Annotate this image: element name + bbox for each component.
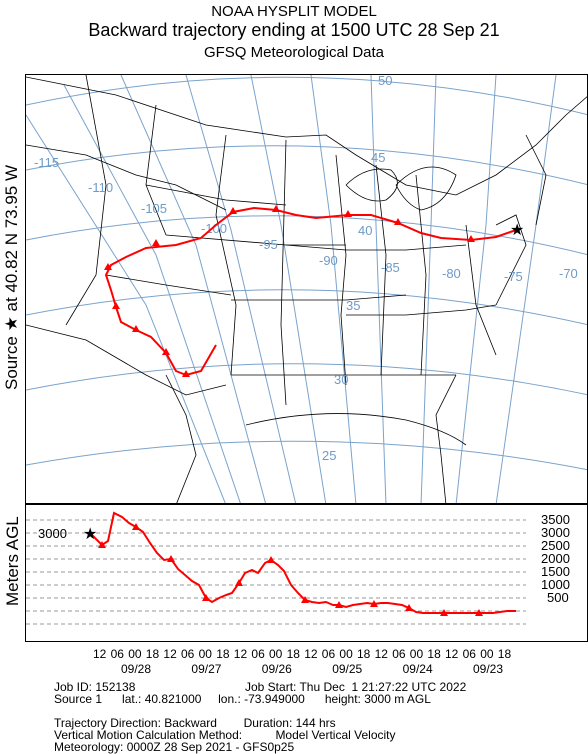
hour-label: 00 <box>480 647 494 661</box>
hour-label: 06 <box>251 647 265 661</box>
star-icon: ★ <box>510 222 524 239</box>
hour-label: 12 <box>445 647 459 661</box>
hour-label: 00 <box>128 647 142 661</box>
date-label: 09/26 <box>262 662 292 676</box>
level-label-2500: 2500 <box>541 538 570 553</box>
hour-label: 06 <box>463 647 477 661</box>
level-label-2000: 2000 <box>541 551 570 566</box>
trajectory-markers <box>104 205 475 377</box>
hour-label: 18 <box>146 647 160 661</box>
trajectory-map: -115 -110 -105 -100 -95 -90 -85 -80 -75 … <box>25 74 588 504</box>
lat-label-40: 40 <box>358 223 372 238</box>
meteorology-title: GFSQ Meteorological Data <box>203 44 385 61</box>
altitude-axis-label: Meters AGL <box>3 516 22 606</box>
lon-label-85: -85 <box>381 260 400 275</box>
lon-label-80: -80 <box>442 266 461 281</box>
lon-label-90: -90 <box>319 253 338 268</box>
lon-label-110: -110 <box>88 180 113 195</box>
source-info: Source 1 lat.: 40.821000 lon.: -73.94900… <box>54 692 431 706</box>
hour-label: 18 <box>216 647 230 661</box>
hour-label: 06 <box>181 647 195 661</box>
political-boundaries <box>26 75 587 503</box>
date-label: 09/27 <box>191 662 221 676</box>
trajectory-direction: Trajectory Direction: Backward Duration:… <box>54 716 336 730</box>
level-label-500: 500 <box>547 590 569 605</box>
date-label: 09/24 <box>403 662 433 676</box>
map-canvas: -115 -110 -105 -100 -95 -90 -85 -80 -75 … <box>26 75 587 503</box>
hour-label: 18 <box>287 647 301 661</box>
level-label-1500: 1500 <box>541 564 570 579</box>
lat-label-25: 25 <box>322 448 336 463</box>
hour-label: 18 <box>427 647 441 661</box>
level-label-3000: 3000 <box>541 525 570 540</box>
lat-label-30: 30 <box>334 372 348 387</box>
lon-label-115: -115 <box>34 155 59 170</box>
altitude-canvas: 3500 3000 2500 2000 1500 1000 500 3000 ★ <box>26 511 570 625</box>
altitude-profile: 3500 3000 2500 2000 1500 1000 500 3000 ★ <box>25 504 588 642</box>
altitude-trace <box>90 511 516 614</box>
date-label: 09/28 <box>121 662 151 676</box>
job-id: Job ID: 152138 <box>54 680 136 694</box>
date-label: 09/25 <box>332 662 362 676</box>
trajectory-title: Backward trajectory ending at 1500 UTC 2… <box>88 20 500 40</box>
lon-label-95: -95 <box>259 237 278 252</box>
hour-label: 12 <box>163 647 177 661</box>
hour-label: 12 <box>93 647 107 661</box>
hour-label: 12 <box>375 647 389 661</box>
lon-label-70: -70 <box>559 266 578 281</box>
hour-label: 12 <box>304 647 318 661</box>
longitude-gridlines <box>26 75 557 503</box>
altitude-markers <box>98 523 483 616</box>
meteorology-info: Meteorology: 0000Z 28 Sep 2021 - GFS0p25 <box>54 740 295 754</box>
source-location-label: Source ★ at 40.82 N 73.95 W <box>2 164 21 390</box>
model-title: NOAA HYSPLIT MODEL <box>211 3 377 20</box>
hour-label: 00 <box>339 647 353 661</box>
lat-label-45: 45 <box>371 150 385 165</box>
hour-label: 00 <box>410 647 424 661</box>
hour-label: 18 <box>498 647 512 661</box>
lat-label-50: 50 <box>378 75 392 88</box>
hour-label: 06 <box>322 647 336 661</box>
hour-label: 18 <box>357 647 371 661</box>
hour-label: 12 <box>234 647 248 661</box>
lon-label-105: -105 <box>141 201 167 216</box>
altitude-star-icon: ★ <box>83 526 97 543</box>
time-axis: 12 06 00 18 12 06 00 18 12 06 00 18 12 06 00 18 12 06 00 18… <box>25 644 588 678</box>
hour-label: 06 <box>111 647 125 661</box>
time-axis-canvas: 12 06 00 18 12 06 00 18 12 06 00 18 12 06 00 18 12 06 00 18… <box>93 647 512 676</box>
level-label-1000: 1000 <box>541 577 570 592</box>
job-start: Job Start: Thu Dec 1 21:27:22 UTC 2022 <box>245 680 467 694</box>
lat-label-35: 35 <box>346 298 360 313</box>
hour-label: 00 <box>199 647 213 661</box>
start-height-label: 3000 <box>38 526 67 541</box>
trajectory-path <box>104 206 517 377</box>
lon-label-75: -75 <box>504 269 523 284</box>
level-label-3500: 3500 <box>541 512 570 527</box>
hour-label: 06 <box>392 647 406 661</box>
altitude-gridlines <box>26 519 526 625</box>
hour-label: 00 <box>269 647 283 661</box>
date-label: 09/23 <box>473 662 503 676</box>
